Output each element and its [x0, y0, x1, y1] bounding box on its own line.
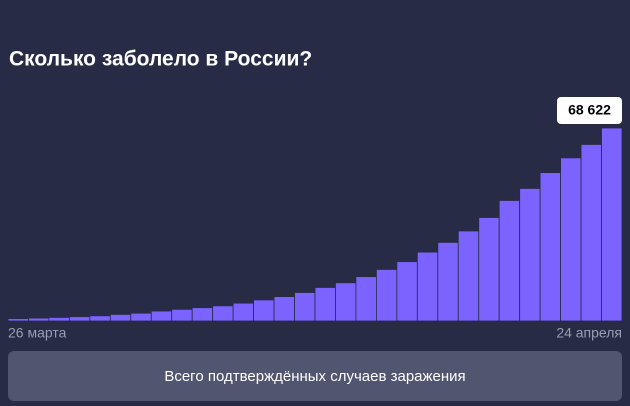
chart-title: Сколько заболело в России? [9, 48, 312, 71]
x-tick-label: 26 марта [8, 325, 67, 341]
bar [396, 261, 418, 322]
bar [232, 302, 254, 322]
bar [191, 307, 214, 322]
bar [150, 310, 173, 322]
bar [601, 127, 623, 322]
button-background[interactable] [8, 351, 622, 401]
bar [498, 200, 521, 322]
bar [28, 317, 50, 322]
x-tick-label: 24 апреля [556, 325, 622, 341]
bar [109, 314, 132, 322]
bar [130, 312, 152, 322]
bar [89, 315, 111, 322]
bar [457, 230, 480, 322]
bar [253, 299, 275, 322]
bar [355, 276, 377, 322]
bar [437, 242, 459, 322]
bar [7, 318, 29, 322]
button[interactable]: Всего подтверждённых случаев заражения [8, 351, 622, 401]
bar [519, 188, 541, 322]
bar [539, 172, 562, 322]
button-label[interactable]: Всего подтверждённых случаев заражения [164, 368, 465, 385]
bar [314, 287, 336, 322]
bar [48, 317, 70, 322]
bar [478, 217, 500, 322]
bar [416, 251, 439, 322]
bar [171, 308, 193, 322]
value-label-box [557, 97, 622, 124]
value-label: 68 622 [568, 102, 611, 118]
bar [580, 144, 602, 322]
bar [273, 296, 295, 322]
bar [294, 292, 316, 322]
bar [375, 269, 398, 322]
bar [212, 305, 234, 322]
bar [69, 316, 91, 322]
bar [335, 282, 357, 322]
bar [560, 157, 582, 322]
